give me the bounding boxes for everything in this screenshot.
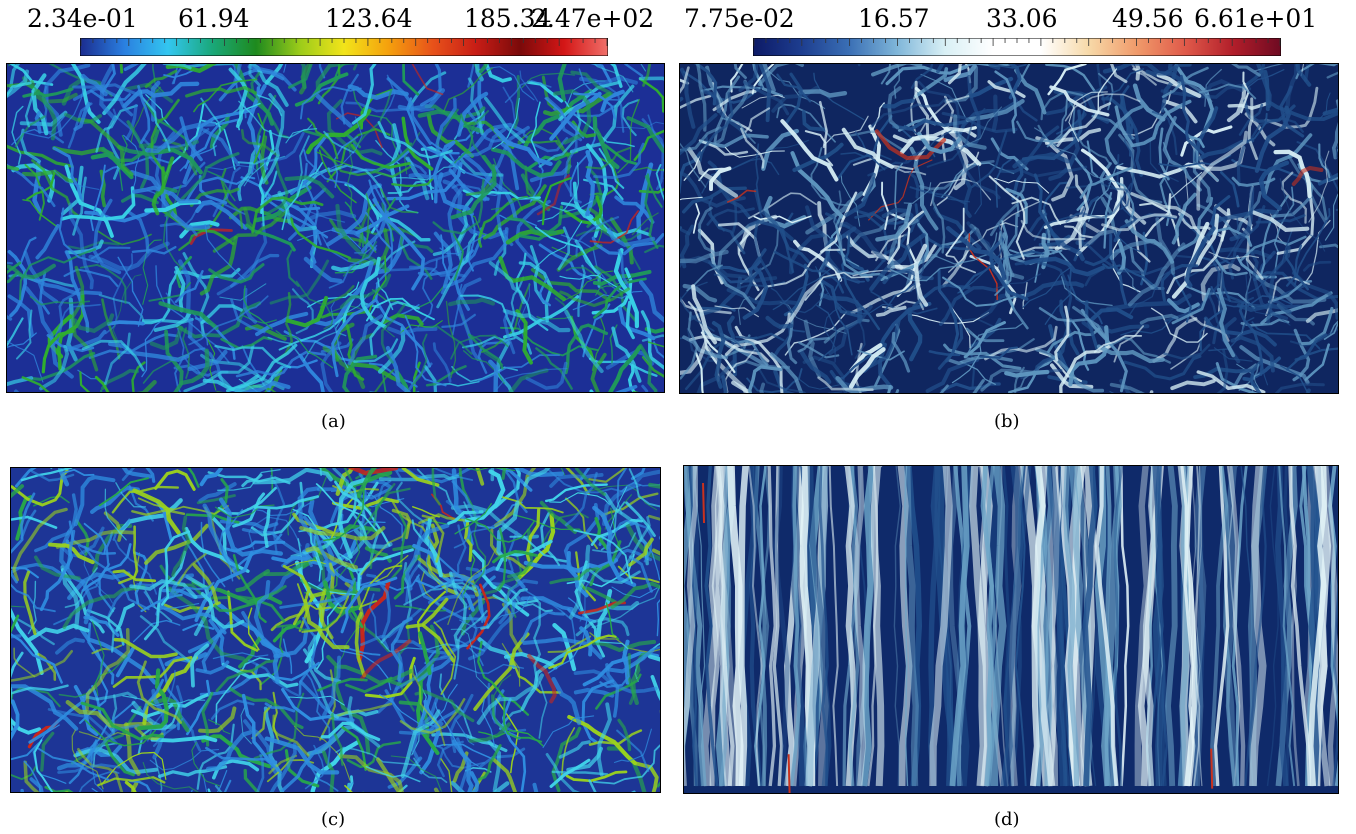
colorbar-right-tick-min: 7.75e-02 — [684, 4, 795, 33]
caption-b: (b) — [994, 411, 1020, 432]
caption-a: (a) — [321, 411, 346, 432]
panel-b-image — [680, 64, 1338, 393]
panel-d-image — [684, 466, 1338, 793]
caption-c: (c) — [321, 809, 346, 830]
colorbar-left-tick-2: 61.94 — [178, 4, 250, 33]
panel-c-field — [10, 467, 661, 793]
colorbar-right-gradient — [753, 38, 1281, 56]
colorbar-right-tick-2: 16.57 — [858, 4, 930, 33]
colorbar-right-tick-3: 33.06 — [986, 4, 1058, 33]
panel-b-field — [679, 63, 1339, 394]
colorbar-right-tick-max: 6.61e+01 — [1194, 4, 1318, 33]
panel-a-image — [7, 64, 664, 392]
colorbar-left-tick-min: 2.34e-01 — [27, 4, 138, 33]
panel-d-field — [683, 465, 1339, 794]
panel-c-image — [11, 468, 660, 792]
colorbar-left-tick-3: 123.64 — [325, 4, 413, 33]
caption-d: (d) — [994, 809, 1020, 830]
colorbar-left-tick-max: 2.47e+02 — [531, 4, 655, 33]
panel-a-field — [6, 63, 665, 393]
colorbar-left-gradient — [80, 38, 608, 56]
colorbar-right-tick-4: 49.56 — [1112, 4, 1184, 33]
colorbar-left-tick-4: 185.34 — [464, 4, 552, 33]
